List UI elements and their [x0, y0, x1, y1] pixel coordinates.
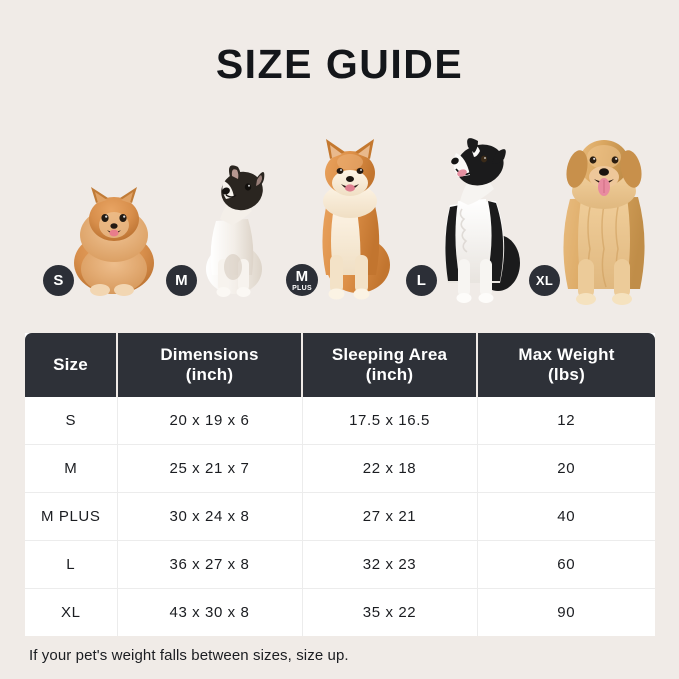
cell-max-weight: 12 — [477, 397, 655, 445]
cell-dimensions: 43 x 30 x 8 — [117, 588, 303, 636]
cell-size: M PLUS — [25, 492, 118, 541]
cell-size: S — [25, 397, 118, 445]
table-row: XL 43 x 30 x 8 35 x 22 90 — [25, 588, 655, 636]
border-collie-icon — [444, 138, 520, 303]
dog-illustration-m-plus — [300, 133, 400, 301]
size-badge-l-label: L — [416, 272, 427, 289]
dog-illustration-m — [186, 159, 278, 299]
size-badge-m-plus-label: M — [295, 267, 309, 285]
cell-dimensions: 30 x 24 x 8 — [117, 492, 303, 541]
table-row: L 36 x 27 x 8 32 x 23 60 — [25, 540, 655, 589]
pomeranian-icon — [74, 187, 154, 296]
column-header-dimensions: Dimensions (inch) — [117, 333, 303, 397]
table-row: M 25 x 21 x 7 22 x 18 20 — [25, 444, 655, 493]
size-badge-m: M — [166, 265, 197, 296]
cell-sleeping-area: 27 x 21 — [302, 492, 478, 541]
cell-sleeping-area: 32 x 23 — [302, 540, 478, 589]
column-header-sleeping-area-line1: Sleeping Area — [331, 344, 448, 364]
cell-dimensions: 20 x 19 x 6 — [117, 397, 303, 445]
size-badge-s-label: S — [53, 272, 64, 289]
size-badge-m-plus-sublabel: PLUS — [292, 284, 312, 292]
column-header-size-line1: Size — [53, 354, 88, 374]
cell-sleeping-area: 17.5 x 16.5 — [302, 397, 478, 445]
cell-max-weight: 60 — [477, 540, 655, 589]
cell-max-weight: 20 — [477, 444, 655, 493]
table-row: S 20 x 19 x 6 17.5 x 16.5 12 — [25, 397, 655, 445]
cell-dimensions: 25 x 21 x 7 — [117, 444, 303, 493]
size-badge-m-plus: M PLUS — [286, 264, 318, 296]
dog-illustration-s — [58, 177, 170, 297]
page-title: SIZE GUIDE — [215, 41, 464, 87]
table-row: M PLUS 30 x 24 x 8 27 x 21 40 — [25, 492, 655, 541]
size-badge-s: S — [43, 265, 74, 296]
column-header-dimensions-line2: (inch) — [185, 365, 234, 384]
cell-size: M — [25, 444, 118, 493]
golden-retriever-icon — [563, 140, 645, 305]
cell-sleeping-area: 22 x 18 — [302, 444, 478, 493]
column-header-max-weight-line2: (lbs) — [548, 365, 585, 384]
cell-dimensions: 36 x 27 x 8 — [117, 540, 303, 589]
cell-max-weight: 40 — [477, 492, 655, 541]
column-header-max-weight: Max Weight (lbs) — [477, 333, 655, 397]
shiba-inu-icon — [322, 139, 390, 300]
column-header-size: Size — [25, 333, 118, 397]
column-header-dimensions-line1: Dimensions — [160, 344, 259, 364]
column-header-sleeping-area-line2: (inch) — [365, 365, 414, 384]
size-badge-xl: XL — [529, 265, 560, 296]
table-header-row: Size Dimensions (inch) Sleeping Area (in… — [25, 333, 655, 397]
size-badge-l: L — [406, 265, 437, 296]
french-bulldog-icon — [206, 165, 265, 297]
dog-size-illustrations: S M M PLUS L XL — [0, 110, 679, 305]
size-badge-m-label: M — [175, 272, 188, 289]
column-header-sleeping-area: Sleeping Area (inch) — [302, 333, 478, 397]
cell-sleeping-area: 35 x 22 — [302, 588, 478, 636]
size-badge-xl-label: XL — [535, 273, 554, 288]
column-header-max-weight-line1: Max Weight — [518, 344, 615, 364]
sizing-note: If your pet's weight falls between sizes… — [29, 647, 349, 664]
dog-illustration-xl — [548, 127, 660, 305]
cell-max-weight: 90 — [477, 588, 655, 636]
dog-illustration-l — [424, 131, 530, 303]
size-table: Size Dimensions (inch) Sleeping Area (in… — [25, 333, 655, 636]
cell-size: L — [25, 540, 118, 589]
cell-size: XL — [25, 588, 118, 636]
size-table-header: Size Dimensions (inch) Sleeping Area (in… — [25, 333, 655, 397]
size-table-body: S 20 x 19 x 6 17.5 x 16.5 12 M 25 x 21 x… — [25, 397, 655, 636]
